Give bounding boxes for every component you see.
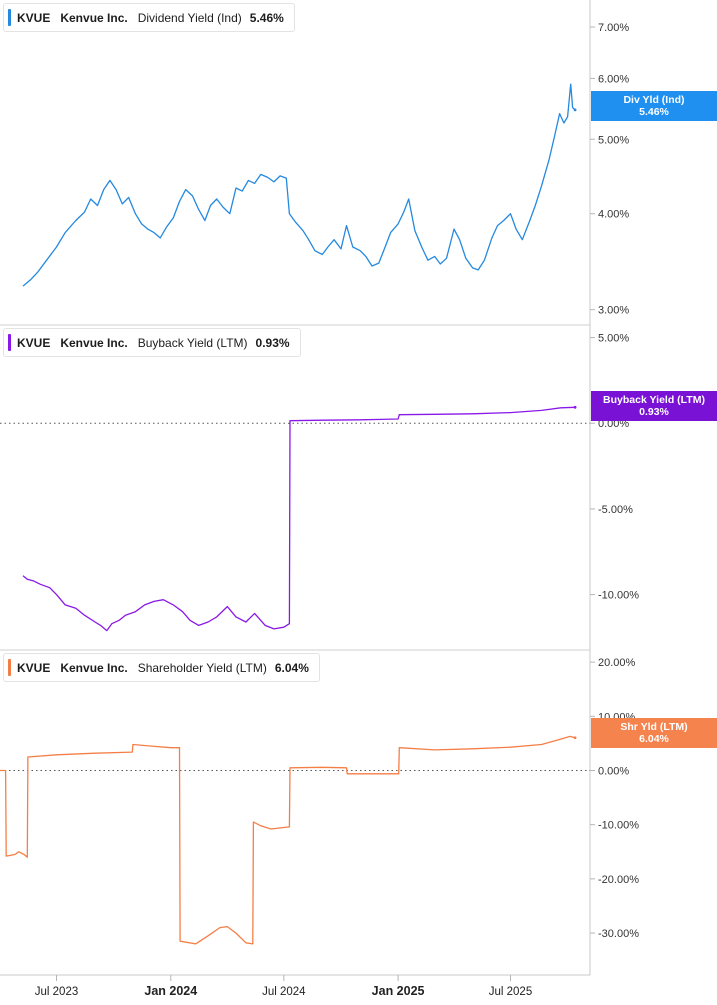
y-tick-label: -20.00% — [598, 874, 639, 886]
y-tick-label: -10.00% — [598, 590, 639, 602]
y-tick-label: 5.00% — [598, 134, 629, 146]
series-color-marker — [8, 9, 11, 26]
x-axis: Jul 2023 Jan 2024 Jul 2024 Jan 2025 Jul 2025 — [35, 975, 532, 998]
x-tick-label: Jul 2023 — [35, 986, 78, 998]
legend-company: Kenvue Inc. — [60, 660, 128, 675]
y-tick-label: -5.00% — [598, 504, 633, 516]
y-tick-label: -30.00% — [598, 928, 639, 940]
badge-label: Buyback Yield (LTM) — [603, 394, 705, 406]
series-color-marker — [8, 659, 11, 676]
legend-buyback-yield: KVUE Kenvue Inc. Buyback Yield (LTM) 0.9… — [3, 328, 301, 357]
badge-value: 0.93% — [639, 406, 669, 418]
badge-buyback-yield: Buyback Yield (LTM) 0.93% — [591, 391, 717, 421]
badge-value: 5.46% — [639, 106, 669, 118]
last-value-point — [573, 736, 577, 740]
x-tick-label: Jan 2024 — [144, 984, 197, 998]
series-line — [22, 83, 576, 287]
legend-value: 6.04% — [274, 660, 309, 675]
y-tick-label: 4.00% — [598, 209, 629, 221]
badge-shareholder-yield: Shr Yld (LTM) 6.04% — [591, 718, 717, 748]
y-tick-label: 7.00% — [598, 22, 629, 34]
series-line — [0, 735, 576, 945]
shareholder-yield-plot: 20.00%10.00%0.00%-10.00%-20.00%-30.00% — [0, 657, 639, 945]
badge-label: Div Yld (Ind) — [623, 94, 685, 106]
last-value-point — [573, 405, 577, 409]
y-tick-label: 0.00% — [598, 766, 629, 778]
y-tick-label: 5.00% — [598, 333, 629, 345]
series-line — [22, 406, 576, 632]
legend-metric: Shareholder Yield (LTM) — [137, 660, 267, 675]
legend-value: 5.46% — [249, 10, 284, 25]
series-color-marker — [8, 334, 11, 351]
legend-company: Kenvue Inc. — [60, 10, 128, 25]
x-tick-label: Jul 2025 — [489, 986, 532, 998]
legend-ticker: KVUE — [17, 10, 51, 25]
badge-dividend-yield: Div Yld (Ind) 5.46% — [591, 91, 717, 121]
last-value-point — [573, 108, 577, 112]
legend-ticker: KVUE — [17, 660, 51, 675]
chart-frame — [0, 0, 591, 976]
y-tick-label: 0.00% — [598, 418, 629, 430]
legend-ticker: KVUE — [17, 335, 51, 350]
legend-shareholder-yield: KVUE Kenvue Inc. Shareholder Yield (LTM)… — [3, 653, 320, 682]
dividend-yield-plot: 7.00% 6.00% 5.00% 4.00% 3.00% — [22, 22, 629, 317]
x-tick-label: Jan 2025 — [372, 984, 425, 998]
y-tick-label: 3.00% — [598, 305, 629, 317]
x-tick-label: Jul 2024 — [262, 986, 306, 998]
y-tick-label: 6.00% — [598, 73, 629, 85]
legend-metric: Dividend Yield (Ind) — [137, 10, 242, 25]
badge-label: Shr Yld (LTM) — [620, 721, 688, 733]
legend-metric: Buyback Yield (LTM) — [137, 335, 248, 350]
buyback-yield-plot: 5.00% 0.00% -5.00% -10.00% — [0, 333, 639, 632]
legend-dividend-yield: KVUE Kenvue Inc. Dividend Yield (Ind) 5.… — [3, 3, 295, 32]
y-tick-label: 20.00% — [598, 657, 636, 669]
y-tick-label: -10.00% — [598, 820, 639, 832]
legend-value: 0.93% — [255, 335, 290, 350]
legend-company: Kenvue Inc. — [60, 335, 128, 350]
badge-value: 6.04% — [639, 733, 669, 745]
